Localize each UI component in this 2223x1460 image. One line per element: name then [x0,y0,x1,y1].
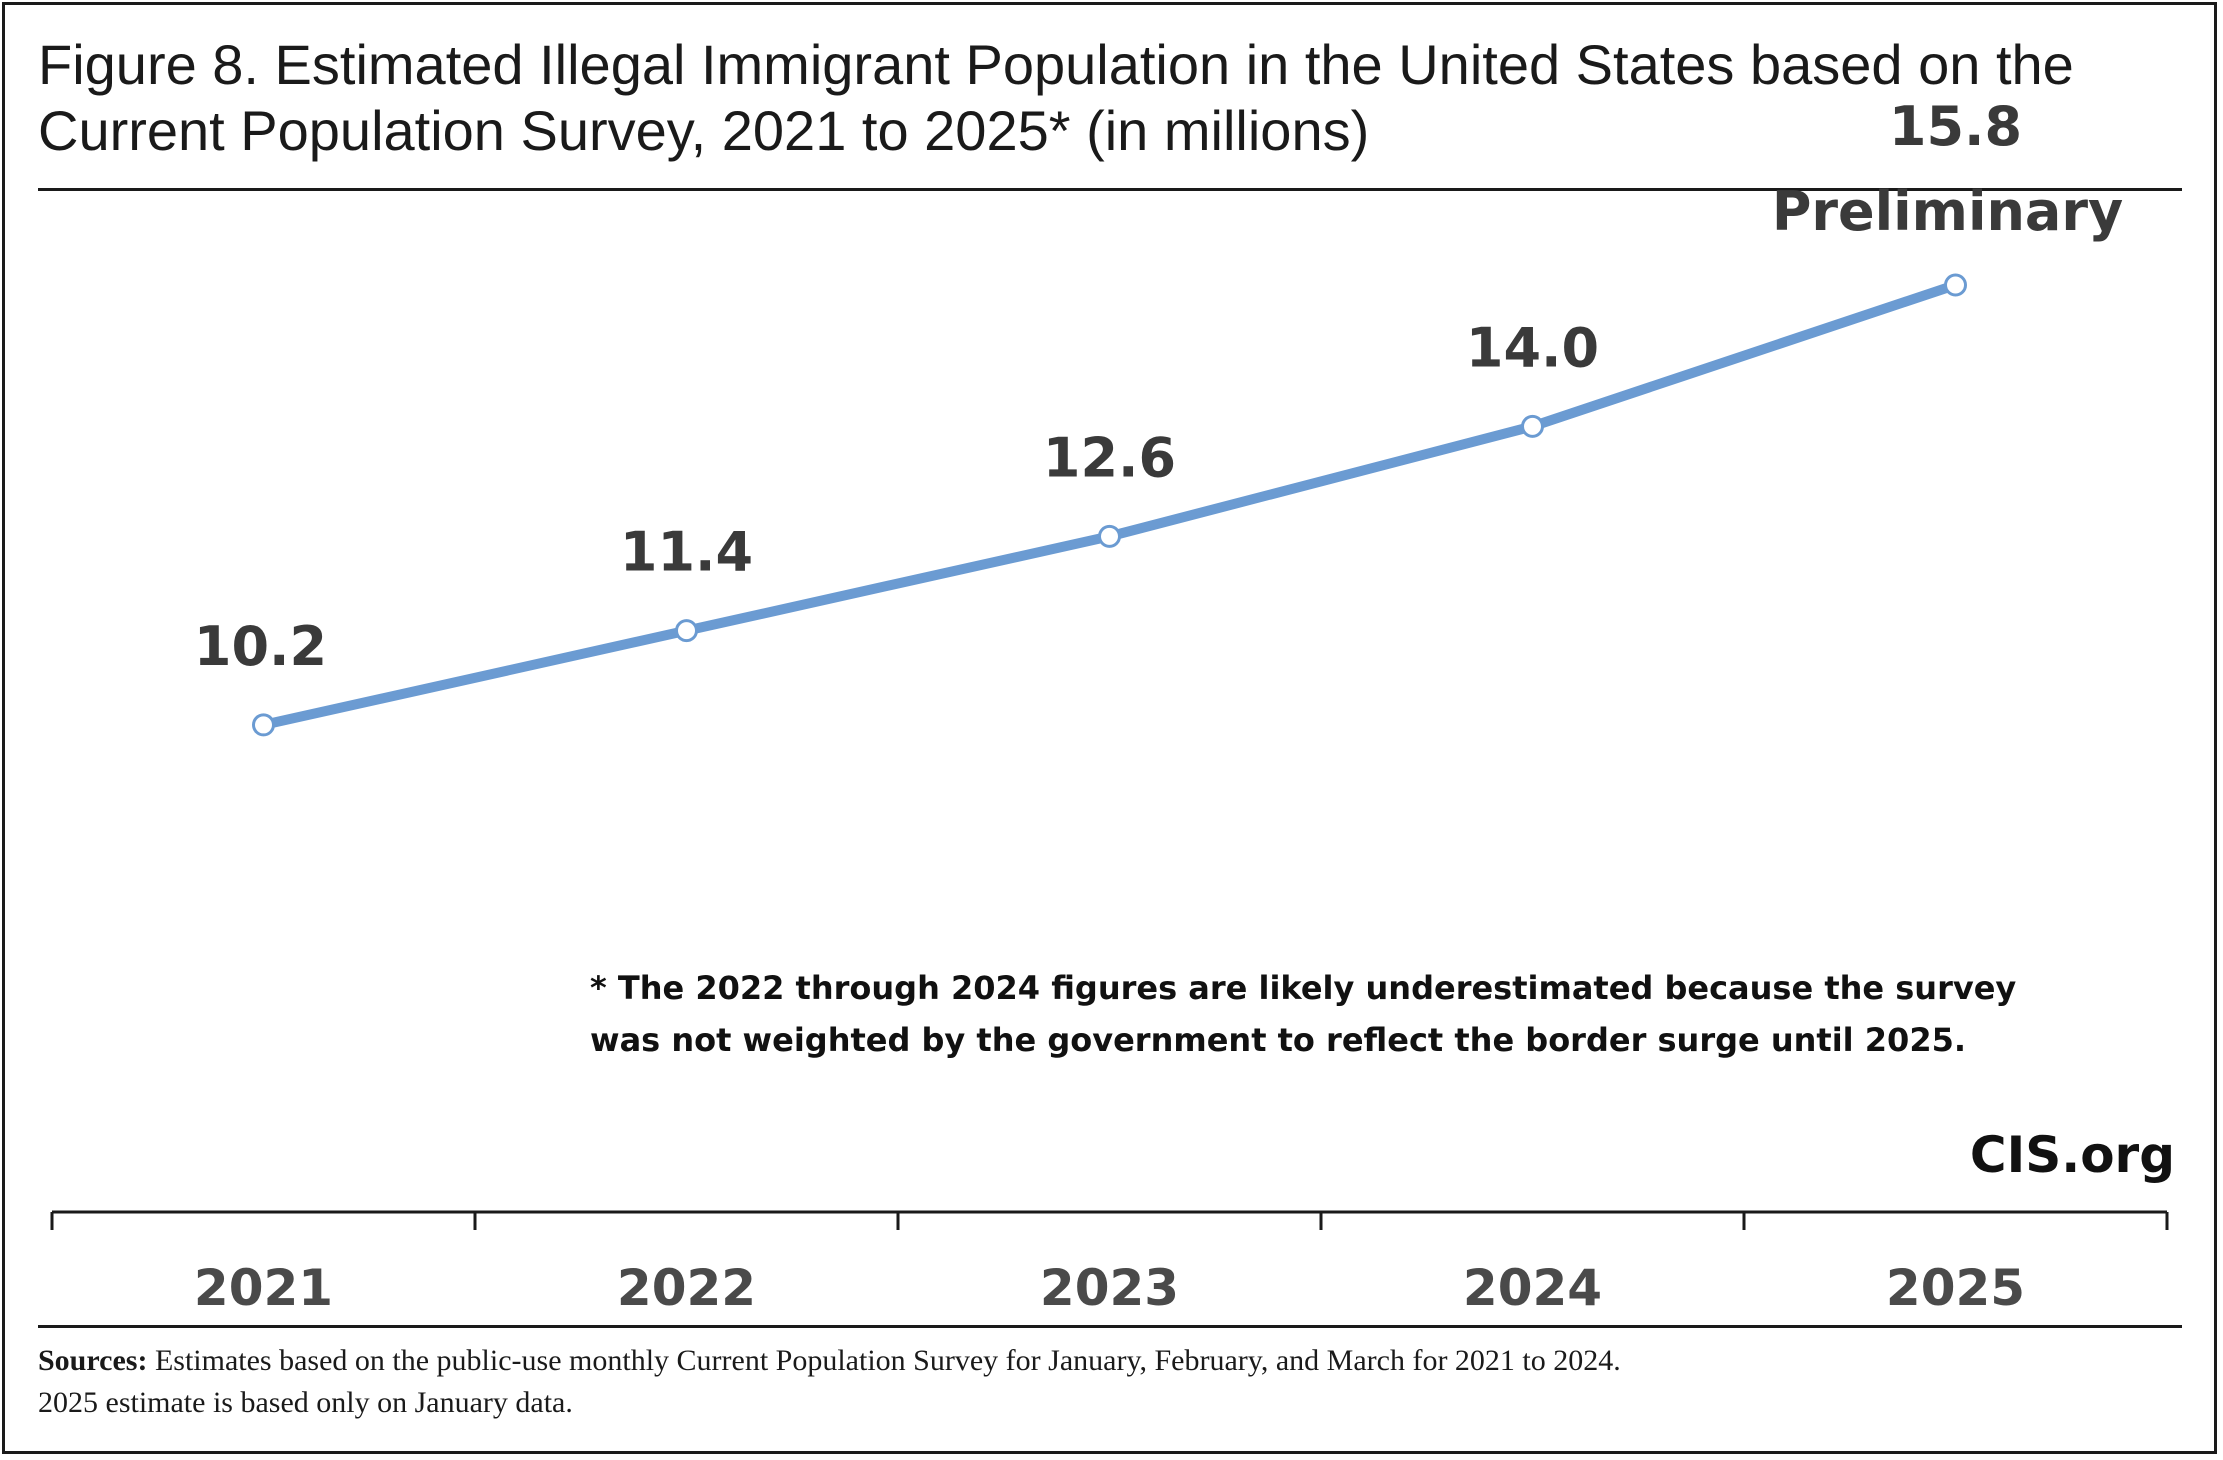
sources-text-2: 2025 estimate is based only on January d… [38,1386,573,1419]
annotation-label: Preliminary [1772,180,2123,243]
data-label: 11.4 [620,521,753,584]
data-point-marker [1521,414,1544,438]
chart-title: Figure 8. Estimated Illegal Immigrant Po… [38,33,2074,162]
brand-logo-text: CIS.org [1969,1126,2175,1184]
data-point-marker [252,713,275,737]
sources-text: Estimates based on the public-use monthl… [154,1344,1621,1377]
data-point-marker [1944,273,1967,297]
data-label: 12.6 [1043,426,1176,489]
title-divider [38,188,2182,191]
data-label: 10.2 [194,615,327,678]
x-tick-label: 2025 [1886,1259,2025,1317]
footnote-annotation: * The 2022 through 2024 figures are like… [590,969,2017,1059]
data-label: 15.8 [1889,95,2022,158]
series-line [258,279,1961,730]
data-label: 14.0 [1466,316,1599,379]
data-point-marker [1098,524,1121,548]
x-tick-label: 2022 [617,1259,756,1317]
x-tick-label: 2023 [1040,1259,1179,1317]
x-tick-label: 2021 [194,1259,333,1317]
x-tick-label: 2024 [1463,1259,1602,1317]
sources-label: Sources: [38,1344,148,1377]
data-point-marker [675,619,698,643]
sources-divider [38,1325,2182,1328]
sources-note: Sources: Estimates based on the public-u… [38,1340,2188,1424]
